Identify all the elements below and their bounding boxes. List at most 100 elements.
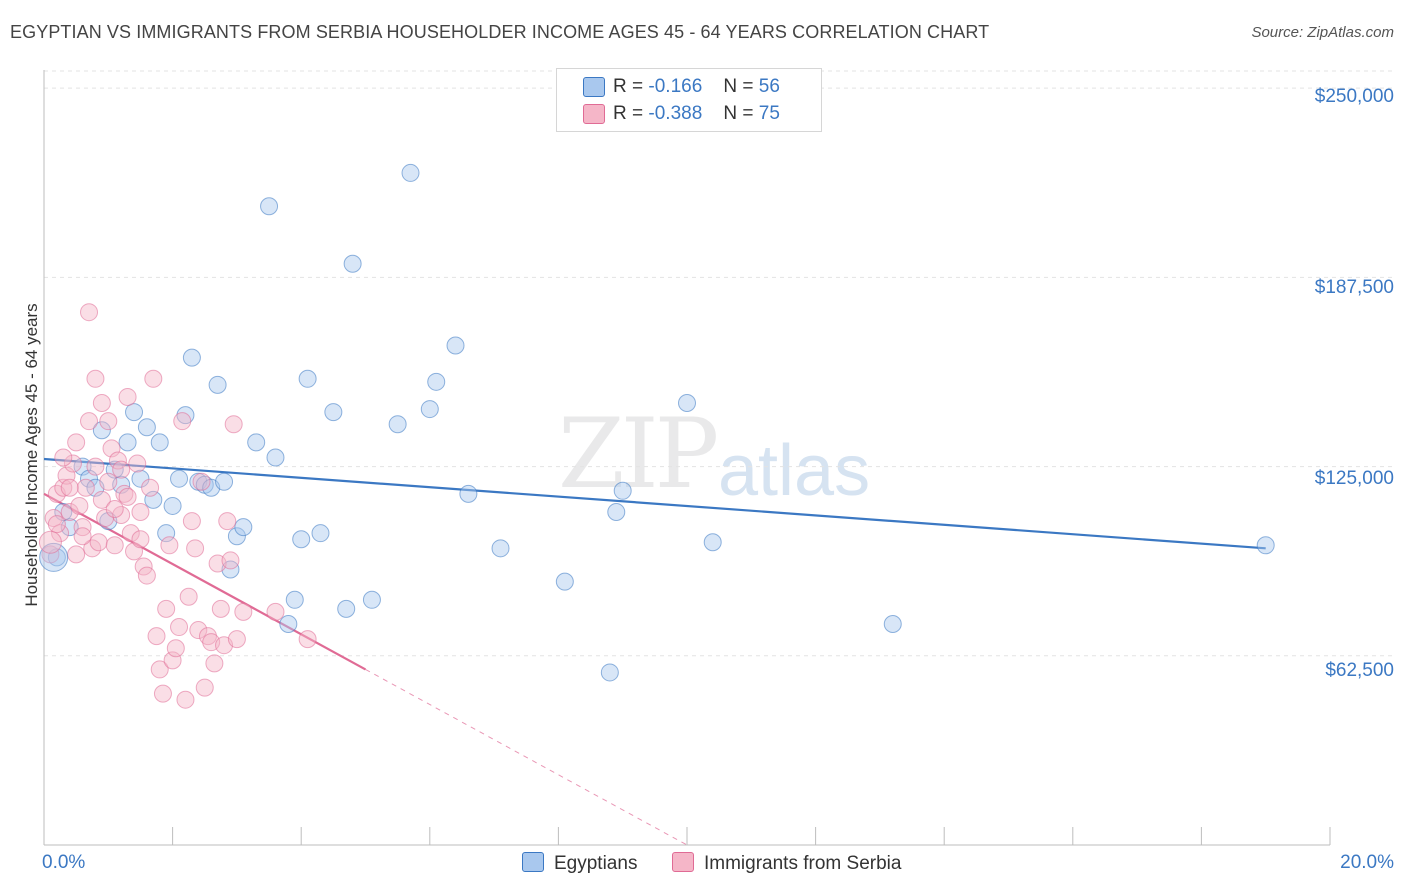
serbia-point — [80, 303, 99, 322]
legend-swatch — [672, 852, 694, 872]
x-tick-label: 0.0% — [42, 852, 86, 873]
x-tick-label: 20.0% — [1340, 852, 1394, 873]
egyptian-point — [247, 433, 266, 452]
egyptian-point — [163, 496, 182, 515]
y-tick-label: $125,000 — [1314, 468, 1394, 489]
serbia-point — [60, 478, 79, 497]
legend-label: Egyptians — [554, 853, 638, 874]
serbia-point — [92, 394, 111, 413]
serbia-point — [121, 524, 140, 543]
egyptian-point — [703, 533, 722, 552]
egyptian-point — [137, 418, 156, 437]
serbia-trend-line — [43, 492, 367, 671]
serbia-point — [92, 490, 111, 509]
serbia-point — [67, 433, 86, 452]
serbia-point — [163, 651, 182, 670]
serbia-point — [179, 587, 198, 606]
serbia-point — [131, 502, 150, 521]
serbia-point — [86, 369, 105, 388]
serbia-point — [170, 618, 189, 637]
serbia-point — [298, 630, 317, 649]
serbia-point — [76, 478, 95, 497]
egyptian-point — [459, 484, 478, 503]
egyptian-point — [260, 197, 279, 216]
serbia-point — [176, 690, 195, 709]
egyptian-point — [337, 599, 356, 618]
source-credit: Source: ZipAtlas.com — [1251, 24, 1394, 41]
serbia-trend-extension — [365, 668, 688, 846]
egyptian-point — [298, 369, 317, 388]
y-tick-label: $187,500 — [1314, 277, 1394, 298]
gridlines — [44, 70, 1395, 657]
egyptian-point — [157, 524, 176, 543]
egyptian-point-cluster — [39, 542, 69, 572]
serbia-point — [160, 536, 179, 555]
egyptian-point — [555, 572, 574, 591]
serbia-point — [63, 454, 82, 473]
serbia-point — [153, 684, 172, 703]
serbia-point — [137, 566, 156, 585]
legend-swatch — [522, 852, 544, 872]
serbia-point — [54, 448, 73, 467]
egyptian-point — [600, 663, 619, 682]
egyptian-point — [883, 615, 902, 634]
egyptian-point — [227, 527, 246, 546]
trend-lines — [43, 457, 1266, 846]
serbia-point — [150, 660, 169, 679]
serbia-point — [173, 412, 192, 431]
legend-item-egyptians[interactable]: Egyptians — [522, 852, 637, 875]
egyptian-point — [491, 539, 510, 558]
serbia-point — [227, 630, 246, 649]
egyptian-point — [388, 415, 407, 434]
legend-item-serbia[interactable]: Immigrants from Serbia — [672, 852, 901, 875]
serbia-point — [99, 472, 118, 491]
watermark-atlas: atlas — [718, 431, 871, 511]
axes — [43, 70, 1331, 846]
serbia-point — [186, 539, 205, 558]
egyptian-trend-line — [43, 457, 1266, 550]
serbia-point — [73, 527, 92, 546]
egyptian-point — [343, 254, 362, 273]
egyptian-point — [362, 590, 381, 609]
serbia-point — [105, 499, 124, 518]
serbia-point — [89, 533, 108, 552]
serbia-point — [67, 545, 86, 564]
serbia-point — [192, 472, 211, 491]
serbia-point — [131, 530, 150, 549]
egyptian-point — [607, 502, 626, 521]
serbia-point — [166, 639, 185, 658]
egyptian-point — [182, 348, 201, 367]
correlation-legend: R = -0.166 N = 56 R = -0.388 N = 75 — [556, 68, 822, 132]
serbia-point — [141, 478, 160, 497]
serbia-point — [218, 512, 237, 531]
legend-stats: R = -0.388 N = 75 — [613, 103, 780, 124]
egyptian-point — [446, 336, 465, 355]
watermark-zip: ZIP — [558, 398, 719, 510]
serbia-point — [147, 627, 166, 646]
egyptian-point — [234, 518, 253, 537]
serbia-point — [221, 551, 240, 570]
egyptian-point — [427, 372, 446, 391]
serbia-point — [60, 502, 79, 521]
egyptian-point — [613, 481, 632, 500]
serbia-point — [266, 602, 285, 621]
data-points — [38, 163, 1275, 709]
serbia-point — [47, 515, 66, 534]
egyptian-point — [401, 163, 420, 182]
egyptian-point — [285, 590, 304, 609]
egyptian-point — [311, 524, 330, 543]
serbia-point — [99, 412, 118, 431]
serbia-point — [234, 602, 253, 621]
y-axis-label: Householder Income Ages 45 - 64 years — [22, 303, 41, 607]
serbia-point-cluster — [38, 530, 62, 554]
serbia-point — [118, 387, 137, 406]
egyptian-point — [118, 433, 137, 452]
legend-label: Immigrants from Serbia — [704, 853, 902, 874]
serbia-point — [205, 654, 224, 673]
egyptian-point — [208, 375, 227, 394]
egyptian-point — [170, 469, 189, 488]
egyptian-point — [266, 448, 285, 467]
serbia-point — [189, 621, 208, 640]
serbia-point — [224, 415, 243, 434]
